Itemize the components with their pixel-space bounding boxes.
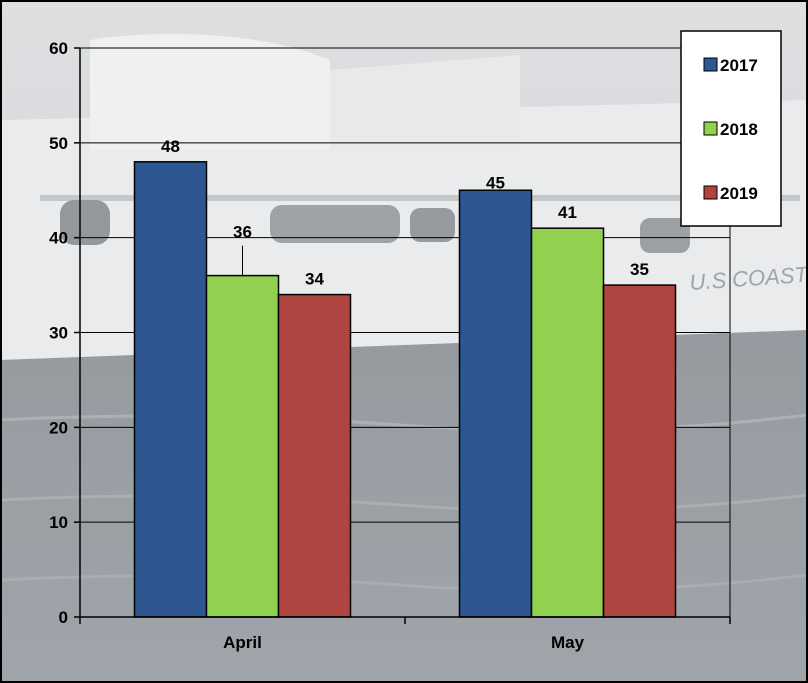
legend-swatch-2018: [703, 121, 718, 136]
bars: [133, 161, 677, 618]
legend-box: [680, 30, 782, 227]
y-tick-label: 30: [49, 324, 68, 343]
y-tick-label: 50: [49, 134, 68, 153]
bar-2017-may: [458, 189, 533, 618]
data-label: 45: [486, 173, 505, 192]
legend: 2017 2018 2019: [680, 30, 782, 227]
data-label: 41: [558, 203, 577, 222]
y-tick-label: 20: [49, 418, 68, 437]
bar-2018-april: [205, 274, 280, 618]
x-tick-labels: April May: [223, 633, 584, 652]
legend-label-2017: 2017: [720, 56, 758, 75]
y-tick-labels: 0 10 20 30 40 50 60: [49, 39, 68, 627]
legend-label-2019: 2019: [720, 184, 758, 203]
y-tick-label: 0: [59, 608, 68, 627]
data-label: 36: [233, 223, 252, 242]
data-label: 34: [305, 270, 324, 289]
legend-label-2018: 2018: [720, 120, 758, 139]
y-tick-label: 60: [49, 39, 68, 58]
bar-2019-april: [277, 293, 352, 618]
bar-2018-may: [530, 227, 605, 618]
x-tick-label: May: [551, 633, 585, 652]
data-labels: 48 45 36 41 34 35: [161, 137, 649, 289]
y-tick-label: 40: [49, 229, 68, 248]
data-label: 48: [161, 137, 180, 156]
bar-2017-april: [133, 161, 208, 618]
x-tick-label: April: [223, 633, 262, 652]
data-label: 35: [630, 260, 649, 279]
legend-swatch-2017: [703, 57, 718, 72]
legend-swatch-2019: [703, 185, 718, 200]
bar-2019-may: [602, 284, 677, 618]
y-tick-label: 10: [49, 513, 68, 532]
